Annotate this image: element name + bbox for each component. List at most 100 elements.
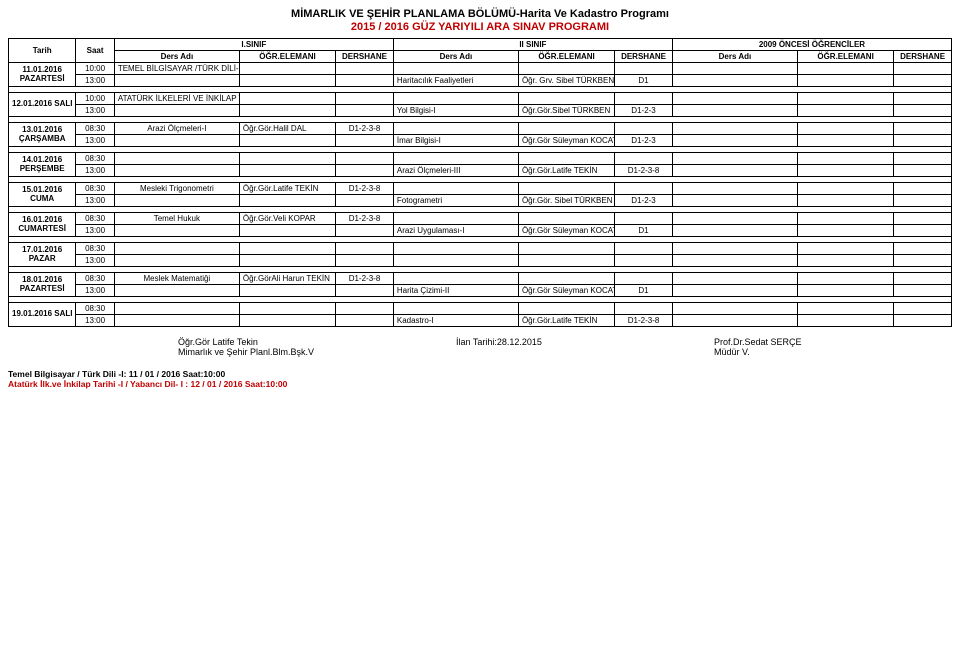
- cell: [615, 273, 673, 285]
- cell: [672, 135, 797, 147]
- cell: [797, 303, 893, 315]
- day-label: 15.01.2016CUMA: [9, 183, 76, 207]
- title-line1: MİMARLIK VE ŞEHİR PLANLAMA BÖLÜMÜ-Harita…: [8, 8, 952, 21]
- col-ders2: Ders Adı: [393, 51, 518, 63]
- cell: [672, 63, 797, 75]
- cell: [114, 285, 239, 297]
- cell: [894, 165, 952, 177]
- cell: Öğr.Gör.Latife TEKİN: [239, 183, 335, 195]
- cell: [239, 75, 335, 87]
- cell: [114, 75, 239, 87]
- cell: [797, 105, 893, 117]
- cell: [797, 243, 893, 255]
- cell: [336, 195, 394, 207]
- cell: [518, 255, 614, 267]
- cell: [797, 195, 893, 207]
- cell: [797, 285, 893, 297]
- cell: [797, 315, 893, 327]
- cell: [615, 123, 673, 135]
- cell: Öğr.Gör.Latife TEKİN: [518, 315, 614, 327]
- cell: [894, 315, 952, 327]
- cell: [239, 153, 335, 165]
- cell: [518, 153, 614, 165]
- cell: [336, 153, 394, 165]
- cell: [615, 213, 673, 225]
- cell: Öğr. Grv. Sibel TÜRKBEN: [518, 75, 614, 87]
- cell: [797, 255, 893, 267]
- cell: [672, 165, 797, 177]
- day-label: 12.01.2016 SALI: [9, 93, 76, 117]
- time-cell: 13:00: [76, 75, 114, 87]
- table-row: 19.01.2016 SALI08:30: [9, 303, 952, 315]
- col-ogr3: ÖĞR.ELEMANI: [797, 51, 893, 63]
- time-cell: 08:30: [76, 243, 114, 255]
- cell: [797, 135, 893, 147]
- cell: Öğr.Gör. Sibel TÜRKBEN: [518, 195, 614, 207]
- cell: [672, 75, 797, 87]
- cell: Öğr.Gör.Latife TEKİN: [518, 165, 614, 177]
- note-line2: Atatürk İlk.ve İnkilap Tarihi -I / Yaban…: [8, 379, 952, 389]
- cell: D1-2-3-8: [336, 123, 394, 135]
- table-row: 13:00FotogrametriÖğr.Gör. Sibel TÜRKBEND…: [9, 195, 952, 207]
- cell: [336, 135, 394, 147]
- cell: [518, 93, 614, 105]
- day-label: 18.01.2016PAZARTESİ: [9, 273, 76, 297]
- col-ogr2: ÖĞR.ELEMANI: [518, 51, 614, 63]
- col-tarih: Tarih: [9, 39, 76, 63]
- cell: [239, 303, 335, 315]
- footer-left-name: Öğr.Gör Latife Tekin: [178, 337, 416, 347]
- time-cell: 13:00: [76, 195, 114, 207]
- footer-right-title: Müdür V.: [714, 347, 952, 357]
- cell: Yol Bilgisi-I: [393, 105, 518, 117]
- cell: [672, 243, 797, 255]
- cell: [518, 123, 614, 135]
- col-dershane1: DERSHANE: [336, 51, 394, 63]
- cell: [336, 75, 394, 87]
- cell: [894, 183, 952, 195]
- time-cell: 08:30: [76, 303, 114, 315]
- cell: [393, 273, 518, 285]
- cell: [114, 315, 239, 327]
- cell: Arazi Ölçmeleri-III: [393, 165, 518, 177]
- cell: [336, 303, 394, 315]
- cell: [239, 255, 335, 267]
- table-row: 13:00Arazi Ölçmeleri-IIIÖğr.Gör.Latife T…: [9, 165, 952, 177]
- cell: [894, 255, 952, 267]
- cell: [239, 165, 335, 177]
- cell: [239, 93, 335, 105]
- cell: Kadastro-I: [393, 315, 518, 327]
- day-label: 13.01.2016ÇARŞAMBA: [9, 123, 76, 147]
- cell: Meslek Matematiği: [114, 273, 239, 285]
- cell: Öğr.Gör.Sibel TÜRKBEN: [518, 105, 614, 117]
- cell: [672, 123, 797, 135]
- cell: [615, 93, 673, 105]
- cell: [797, 93, 893, 105]
- cell: [336, 225, 394, 237]
- cell: [615, 303, 673, 315]
- footer: Öğr.Gör Latife Tekin Mimarlık ve Şehir P…: [8, 337, 952, 357]
- table-row: 15.01.2016CUMA08:30Mesleki TrigonometriÖ…: [9, 183, 952, 195]
- table-row: 13:00İmar Bilgisi-IÖğr.Gör Süleyman KOCA…: [9, 135, 952, 147]
- time-cell: 13:00: [76, 315, 114, 327]
- cell: İmar Bilgisi-I: [393, 135, 518, 147]
- cell: [393, 303, 518, 315]
- cell: [114, 105, 239, 117]
- cell: [672, 213, 797, 225]
- table-row: 14.01.2016PERŞEMBE08:30: [9, 153, 952, 165]
- cell: [336, 63, 394, 75]
- cell: [797, 225, 893, 237]
- note-line1: Temel Bilgisayar / Türk Dili -I: 11 / 01…: [8, 369, 952, 379]
- cell: D1: [615, 285, 673, 297]
- cell: [615, 255, 673, 267]
- cell: [518, 273, 614, 285]
- cell: D1: [615, 225, 673, 237]
- cell: [518, 303, 614, 315]
- cell: D1-2-3-8: [336, 213, 394, 225]
- cell: [114, 153, 239, 165]
- time-cell: 13:00: [76, 285, 114, 297]
- cell: Öğr.Gör.Halil DAL: [239, 123, 335, 135]
- table-row: 13:00Yol Bilgisi-IÖğr.Gör.Sibel TÜRKBEND…: [9, 105, 952, 117]
- cell: Temel Hukuk: [114, 213, 239, 225]
- cell: [239, 285, 335, 297]
- cell: [518, 63, 614, 75]
